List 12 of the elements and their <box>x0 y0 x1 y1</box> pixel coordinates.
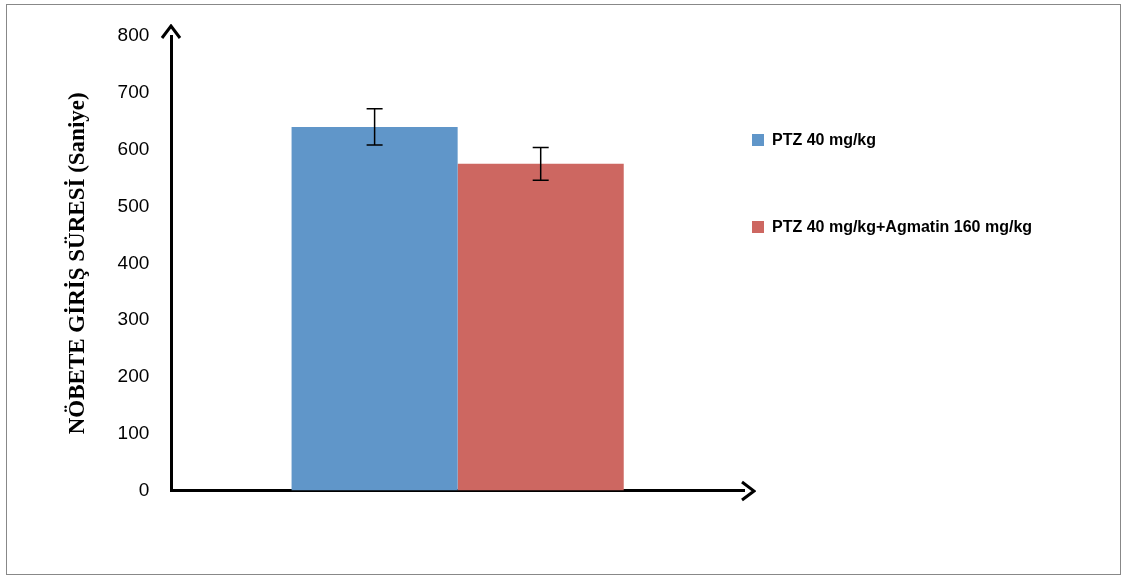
y-tick-label: 400 <box>117 251 150 273</box>
legend-label: PTZ 40 mg/kg <box>772 131 877 149</box>
y-tick-label: 800 <box>117 24 150 46</box>
y-tick-label: 700 <box>117 81 150 103</box>
y-tick-label: 0 <box>138 478 150 500</box>
y-tick-label: 300 <box>117 308 150 330</box>
y-tick-label: 500 <box>117 194 150 216</box>
y-tick-label: 100 <box>117 422 150 444</box>
y-axis-title: NÖBETE GİRİŞ SÜRESİ (Saniye) <box>63 92 89 435</box>
legend-label: PTZ 40 mg/kg+Agmatin 160 mg/kg <box>772 218 1033 236</box>
y-tick-label: 600 <box>117 137 150 159</box>
y-tick-label: 200 <box>117 365 150 387</box>
